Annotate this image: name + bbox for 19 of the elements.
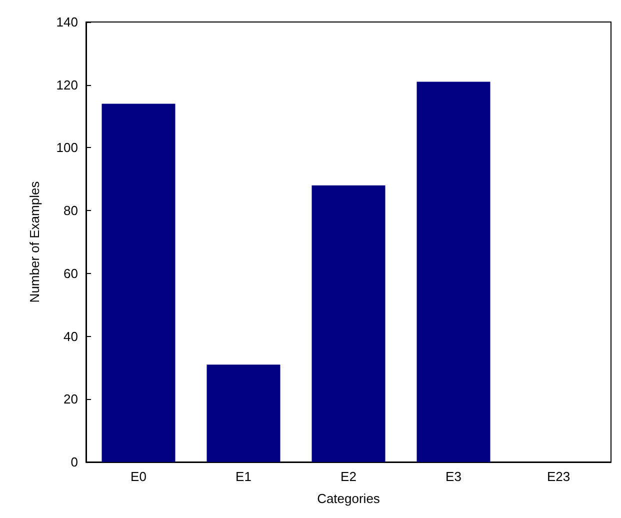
x-tick-label: E1 bbox=[236, 469, 252, 484]
y-tick-label: 80 bbox=[64, 203, 78, 218]
bar bbox=[312, 185, 386, 462]
x-tick-label: E0 bbox=[130, 469, 146, 484]
x-tick-label: E2 bbox=[340, 469, 356, 484]
y-tick-label: 40 bbox=[64, 328, 78, 344]
bar bbox=[206, 364, 280, 462]
bar bbox=[102, 104, 176, 462]
x-tick-label: E3 bbox=[446, 469, 462, 484]
y-tick-label: 120 bbox=[56, 77, 78, 92]
x-axis-title: Categories bbox=[317, 491, 380, 506]
y-tick-label: 20 bbox=[64, 392, 78, 407]
y-tick-label: 140 bbox=[56, 14, 78, 30]
y-tick-label: 60 bbox=[64, 266, 78, 281]
x-tick-label: E23 bbox=[546, 469, 570, 484]
y-tick-label: 100 bbox=[56, 140, 78, 156]
y-axis-title: Number of Examples bbox=[27, 180, 42, 303]
bar bbox=[416, 82, 490, 462]
y-tick-label: 0 bbox=[70, 454, 78, 470]
